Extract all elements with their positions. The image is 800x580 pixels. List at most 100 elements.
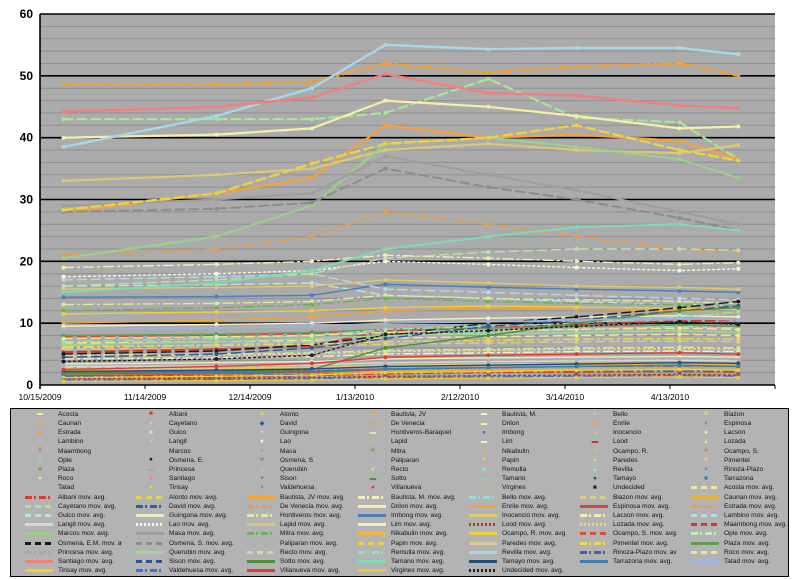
series-marker[interactable] bbox=[486, 338, 491, 343]
legend-item-movavg[interactable]: Lapid mov. avg. bbox=[233, 520, 344, 529]
legend-item-series[interactable]: ▲ Tatad bbox=[11, 483, 122, 492]
series-marker[interactable] bbox=[383, 209, 388, 214]
series-marker[interactable] bbox=[309, 345, 314, 350]
series-marker[interactable] bbox=[574, 330, 579, 335]
series-marker[interactable] bbox=[214, 374, 219, 379]
series-marker[interactable] bbox=[486, 299, 491, 304]
series-marker[interactable] bbox=[214, 339, 219, 344]
legend-item-movavg[interactable]: Bautista, JV mov. avg. bbox=[233, 493, 344, 502]
series-marker[interactable] bbox=[736, 158, 741, 163]
series-marker[interactable] bbox=[383, 287, 388, 292]
series-marker[interactable] bbox=[677, 46, 682, 50]
series-marker[interactable] bbox=[383, 98, 388, 103]
series-marker[interactable] bbox=[214, 370, 219, 375]
legend-item-series[interactable]: ■ Tarrazona bbox=[677, 474, 788, 483]
series-line[interactable] bbox=[62, 376, 739, 382]
series-marker[interactable] bbox=[383, 277, 388, 282]
legend-item-series[interactable]: ■ Albani bbox=[122, 410, 233, 419]
series-marker[interactable] bbox=[574, 114, 579, 118]
series-marker[interactable] bbox=[574, 123, 579, 128]
series-marker[interactable] bbox=[486, 347, 491, 352]
series-marker[interactable] bbox=[574, 375, 579, 380]
series-marker[interactable] bbox=[486, 290, 491, 295]
series-marker[interactable] bbox=[61, 208, 66, 212]
series-marker[interactable] bbox=[383, 282, 388, 287]
series-line[interactable] bbox=[62, 43, 740, 149]
series-line[interactable] bbox=[62, 211, 739, 256]
legend-item-series[interactable]: ● Villanueva bbox=[344, 483, 455, 492]
legend-item-movavg[interactable]: Recto mov. avg. bbox=[233, 548, 344, 557]
series-marker[interactable] bbox=[383, 366, 388, 371]
series-line[interactable] bbox=[62, 282, 739, 307]
series-marker[interactable] bbox=[61, 253, 66, 258]
series-marker[interactable] bbox=[574, 301, 579, 306]
series-marker[interactable] bbox=[677, 296, 682, 301]
legend-item-series[interactable]: ■ Enrile bbox=[566, 419, 677, 428]
series-marker[interactable] bbox=[574, 315, 579, 319]
legend-item-movavg[interactable]: Rinoza-Plazo mov. avg. bbox=[566, 548, 677, 557]
series-marker[interactable] bbox=[214, 262, 219, 267]
series-marker[interactable] bbox=[383, 359, 388, 364]
series-marker[interactable] bbox=[309, 281, 314, 285]
series-marker[interactable] bbox=[677, 305, 682, 310]
series-marker[interactable] bbox=[309, 126, 314, 131]
legend-item-series[interactable]: + Lapid bbox=[344, 437, 455, 446]
legend-item-series[interactable]: ● Recto bbox=[344, 465, 455, 474]
legend-item-series[interactable]: ■ Tinsay bbox=[122, 483, 233, 492]
series-line[interactable] bbox=[62, 223, 740, 294]
legend-item-movavg[interactable]: Acosta mov. avg. bbox=[677, 483, 788, 492]
series-marker[interactable] bbox=[574, 148, 579, 152]
series-line[interactable] bbox=[62, 319, 740, 354]
legend-item-movavg[interactable]: Langit mov. avg. bbox=[11, 520, 122, 529]
series-marker[interactable] bbox=[309, 203, 314, 208]
series-marker[interactable] bbox=[574, 305, 579, 310]
series-marker[interactable] bbox=[486, 319, 491, 324]
series-marker[interactable] bbox=[309, 324, 314, 329]
legend-item-movavg[interactable]: Osmena, E.M. mov. avg. bbox=[11, 538, 122, 547]
series-marker[interactable] bbox=[214, 197, 219, 202]
legend-item-movavg[interactable]: Princesa mov. avg. bbox=[11, 548, 122, 557]
legend-item-movavg[interactable]: Pimentel mov. avg. bbox=[566, 538, 677, 547]
series-marker[interactable] bbox=[736, 357, 741, 362]
series-marker[interactable] bbox=[736, 364, 741, 369]
series-marker[interactable] bbox=[309, 353, 314, 358]
legend-item-series[interactable]: ■ Bautista, JV bbox=[344, 410, 455, 419]
series-marker[interactable] bbox=[736, 368, 741, 373]
legend-item-series[interactable]: ▬ Tamano bbox=[455, 474, 566, 483]
series-marker[interactable] bbox=[486, 303, 491, 308]
series-line[interactable] bbox=[62, 248, 739, 287]
legend-item-series[interactable]: ● Marcos bbox=[122, 447, 233, 456]
legend-item-movavg[interactable]: Santiago mov. avg. bbox=[11, 557, 122, 566]
legend-item-movavg[interactable]: Hontiveros mov. avg. bbox=[233, 511, 344, 520]
legend-item-movavg[interactable]: Tamano mov. avg. bbox=[344, 557, 455, 566]
series-marker[interactable] bbox=[61, 333, 66, 338]
series-marker[interactable] bbox=[309, 302, 314, 307]
series-marker[interactable] bbox=[214, 294, 219, 299]
series-marker[interactable] bbox=[677, 289, 682, 293]
series-marker[interactable] bbox=[486, 328, 491, 333]
legend-item-movavg[interactable]: Ocampo, S. mov. avg. bbox=[566, 529, 677, 538]
series-line[interactable] bbox=[62, 321, 739, 363]
legend-item-series[interactable]: × Rinoza-Plazo bbox=[677, 465, 788, 474]
series-marker[interactable] bbox=[574, 144, 579, 149]
series-marker[interactable] bbox=[736, 361, 741, 366]
series-marker[interactable] bbox=[61, 117, 66, 122]
series-marker[interactable] bbox=[574, 188, 579, 193]
series-marker[interactable] bbox=[677, 157, 682, 162]
series-marker[interactable] bbox=[61, 135, 66, 140]
series-marker[interactable] bbox=[61, 359, 66, 364]
series-marker[interactable] bbox=[383, 321, 388, 326]
series-marker[interactable] bbox=[677, 247, 682, 251]
legend-item-movavg[interactable]: Villanueva mov. avg. bbox=[233, 566, 344, 575]
series-marker[interactable] bbox=[486, 353, 491, 358]
series-marker[interactable] bbox=[309, 95, 314, 100]
legend-item-movavg[interactable]: Ocampo, R. mov. avg. bbox=[455, 529, 566, 538]
series-marker[interactable] bbox=[574, 345, 579, 350]
series-line[interactable] bbox=[62, 314, 739, 327]
series-marker[interactable] bbox=[383, 345, 388, 350]
series-marker[interactable] bbox=[309, 293, 314, 298]
legend-item-movavg[interactable]: Sotto mov. avg. bbox=[233, 557, 344, 566]
series-marker[interactable] bbox=[677, 126, 682, 131]
series-line[interactable] bbox=[62, 99, 740, 139]
series-marker[interactable] bbox=[61, 342, 66, 347]
